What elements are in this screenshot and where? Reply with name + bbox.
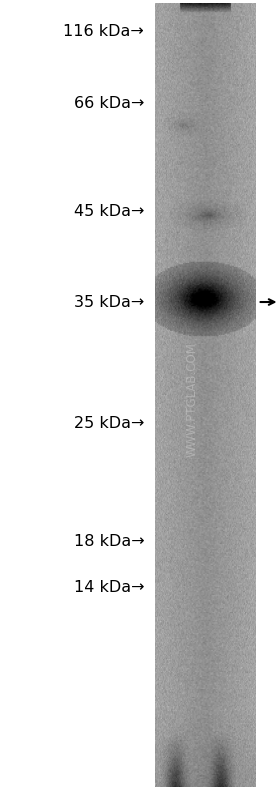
Text: WWW.PTGLAB.COM: WWW.PTGLAB.COM: [185, 342, 198, 457]
Text: 35 kDa→: 35 kDa→: [74, 295, 144, 309]
Text: 18 kDa→: 18 kDa→: [74, 535, 144, 549]
Text: 66 kDa→: 66 kDa→: [74, 97, 144, 111]
Text: 25 kDa→: 25 kDa→: [74, 416, 144, 431]
Text: 45 kDa→: 45 kDa→: [74, 205, 144, 219]
Text: 116 kDa→: 116 kDa→: [64, 25, 144, 39]
Text: 14 kDa→: 14 kDa→: [74, 580, 144, 594]
